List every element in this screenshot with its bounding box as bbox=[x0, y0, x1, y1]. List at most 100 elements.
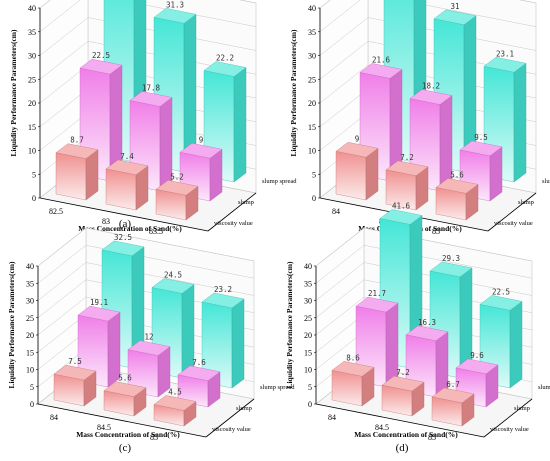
x-tick-label: 82.5 bbox=[49, 207, 63, 216]
bar bbox=[105, 159, 149, 211]
y-tick-label: 5 bbox=[312, 170, 316, 179]
data-label: 16.3 bbox=[418, 318, 436, 327]
y-tick-label: 35 bbox=[26, 279, 34, 288]
y-tick-label: 20 bbox=[304, 331, 312, 340]
bar-top-face bbox=[479, 295, 523, 311]
y-tick-label: 30 bbox=[26, 297, 34, 306]
data-label: 5.2 bbox=[170, 172, 184, 181]
data-label: 22.5 bbox=[92, 51, 110, 60]
data-label: 7.2 bbox=[400, 153, 414, 162]
bar-top-face bbox=[103, 381, 147, 397]
series-label: slump spread bbox=[538, 384, 550, 391]
bar bbox=[103, 381, 147, 417]
data-label: 31 bbox=[450, 2, 459, 11]
y-tick-label: 0 bbox=[308, 400, 312, 409]
bar-side-face bbox=[231, 298, 245, 389]
data-label: 5.6 bbox=[118, 374, 132, 383]
grid-line bbox=[37, 262, 255, 301]
x-axis-label: Mass Concentration of Sand(%) bbox=[76, 430, 180, 439]
bar-top-face bbox=[355, 296, 399, 313]
bar bbox=[127, 340, 171, 398]
bar-side-face bbox=[509, 300, 523, 389]
bar bbox=[381, 375, 425, 417]
bar-top-face bbox=[379, 209, 423, 225]
data-label: 19.1 bbox=[90, 298, 108, 307]
y-tick-label: 10 bbox=[28, 147, 36, 156]
x-axis bbox=[37, 403, 207, 438]
x-tick-label: 84.5 bbox=[97, 423, 111, 432]
bar-top-face bbox=[153, 395, 197, 411]
data-label: 31.3 bbox=[166, 0, 184, 9]
series-label: viscosity value bbox=[212, 426, 251, 433]
series-label: slump spread bbox=[542, 178, 550, 185]
grid-line bbox=[37, 227, 255, 267]
depth-axis bbox=[483, 398, 533, 438]
data-label: 9.5 bbox=[474, 133, 488, 142]
depth-axis bbox=[207, 192, 257, 232]
x-tick-label: 83.5 bbox=[149, 227, 163, 236]
x-axis-label: Mass Concentration of Sand(%) bbox=[354, 430, 458, 439]
grid-line bbox=[315, 279, 533, 318]
bar-top-face bbox=[409, 89, 453, 105]
data-label: 5.6 bbox=[450, 170, 464, 179]
y-tick-label: 25 bbox=[28, 75, 36, 84]
data-label: 7.5 bbox=[68, 357, 82, 366]
y-tick-label: 0 bbox=[312, 194, 316, 203]
data-label: 23.1 bbox=[496, 49, 514, 58]
data-label: 23.2 bbox=[214, 285, 232, 294]
bar-top-face bbox=[127, 340, 171, 356]
data-label: 24.5 bbox=[164, 270, 182, 279]
y-tick-label: 15 bbox=[304, 348, 312, 357]
bar bbox=[201, 292, 245, 389]
y-axis-label: Liquidity Performance Parameters(cm) bbox=[9, 29, 18, 157]
x-tick-label: 85 bbox=[150, 433, 158, 442]
y-axis-label: Liquidity Performance Parameters(cm) bbox=[289, 29, 298, 157]
y-tick-label: 10 bbox=[304, 366, 312, 375]
y-tick-label: 25 bbox=[308, 75, 316, 84]
grid-line bbox=[39, 40, 257, 80]
x-axis-label: Mass Concentration of Sand(%) bbox=[78, 224, 182, 233]
grid-line bbox=[315, 296, 533, 336]
series-label: viscosity value bbox=[494, 220, 533, 227]
bar-side-face bbox=[233, 67, 247, 183]
series-label: viscosity value bbox=[490, 426, 529, 433]
bar bbox=[385, 160, 429, 211]
bar-top-face bbox=[77, 305, 121, 322]
series-label: slump bbox=[514, 405, 530, 412]
data-label: 12 bbox=[144, 333, 153, 342]
bar bbox=[53, 364, 97, 407]
series-label: slump bbox=[518, 199, 534, 206]
data-label: 41.6 bbox=[392, 201, 411, 210]
series-label: slump spread bbox=[262, 178, 297, 185]
grid-line bbox=[315, 227, 533, 267]
y-tick-label: 0 bbox=[32, 194, 36, 203]
bar-front-face bbox=[55, 152, 87, 201]
series-label: slump spread bbox=[260, 384, 295, 391]
y-tick-label: 5 bbox=[308, 383, 312, 392]
y-tick-label: 30 bbox=[304, 297, 312, 306]
y-tick-label: 30 bbox=[28, 52, 36, 61]
data-label: 9 bbox=[199, 135, 204, 144]
y-tick-label: 20 bbox=[308, 99, 316, 108]
data-label: 9 bbox=[355, 134, 360, 143]
x-tick-label: 85 bbox=[428, 433, 436, 442]
depth-axis bbox=[205, 398, 255, 438]
grid-line bbox=[315, 244, 533, 284]
panel-caption: (a) bbox=[119, 218, 132, 230]
series-label: slump bbox=[238, 199, 254, 206]
bar-top-face bbox=[105, 159, 149, 176]
grid-line bbox=[319, 40, 537, 80]
data-label: 17.8 bbox=[142, 83, 161, 92]
grid-line bbox=[315, 262, 533, 301]
bar-top-face bbox=[359, 63, 403, 79]
bar-top-face bbox=[53, 364, 97, 381]
bar-top-face bbox=[153, 8, 197, 24]
bar-top-face bbox=[79, 58, 123, 75]
x-tick-label: 84 bbox=[332, 207, 340, 216]
bar-top-face bbox=[459, 140, 503, 157]
y-tick-label: 15 bbox=[28, 123, 36, 132]
grid-line bbox=[37, 296, 255, 336]
bar-top-face bbox=[431, 387, 475, 404]
bar-top-face bbox=[129, 91, 173, 107]
